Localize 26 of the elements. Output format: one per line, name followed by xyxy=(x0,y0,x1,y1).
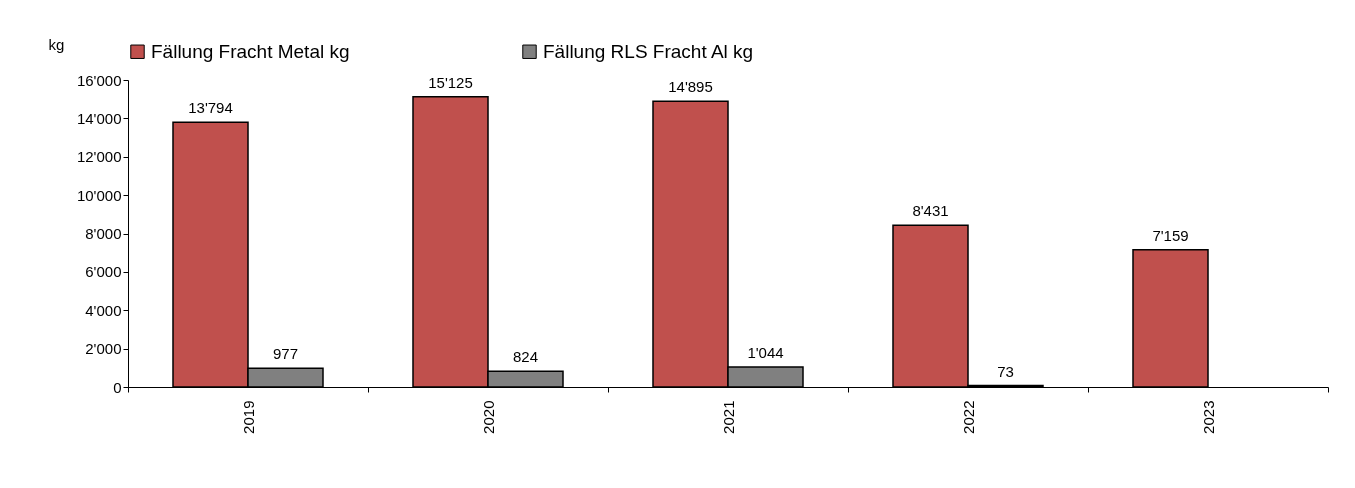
x-tick-label: 2019 xyxy=(239,400,257,434)
y-tick-label: 2'000 xyxy=(85,340,122,358)
x-tick-label: 2022 xyxy=(959,400,977,434)
y-tick-label: 16'000 xyxy=(76,71,122,89)
data-label: 977 xyxy=(272,345,299,363)
data-label: 13'794 xyxy=(188,99,233,117)
y-axis-title: kg xyxy=(48,35,65,53)
data-label: 15'125 xyxy=(428,73,473,91)
data-label: 7'159 xyxy=(1152,226,1189,244)
x-tick-label: 2023 xyxy=(1199,400,1217,434)
y-tick-label: 12'000 xyxy=(76,148,122,166)
legend-label: Fällung Fracht Metal kg xyxy=(151,40,350,62)
x-tick-label: 2021 xyxy=(719,400,737,434)
y-tick-label: 6'000 xyxy=(85,263,122,281)
y-tick-label: 8'000 xyxy=(85,225,122,242)
legend-label: Fällung RLS Fracht Al kg xyxy=(543,40,754,62)
x-tick-label: 2020 xyxy=(479,400,497,434)
data-label: 14'895 xyxy=(668,78,713,96)
y-tick-label: 10'000 xyxy=(76,186,122,204)
data-label: 1'044 xyxy=(747,343,784,361)
data-label: 824 xyxy=(512,348,539,366)
y-tick-label: 14'000 xyxy=(76,109,122,127)
data-label: 73 xyxy=(997,362,1014,380)
data-label: 8'431 xyxy=(912,202,949,220)
y-tick-label: 4'000 xyxy=(85,301,122,319)
y-tick-label: 0 xyxy=(113,378,122,396)
